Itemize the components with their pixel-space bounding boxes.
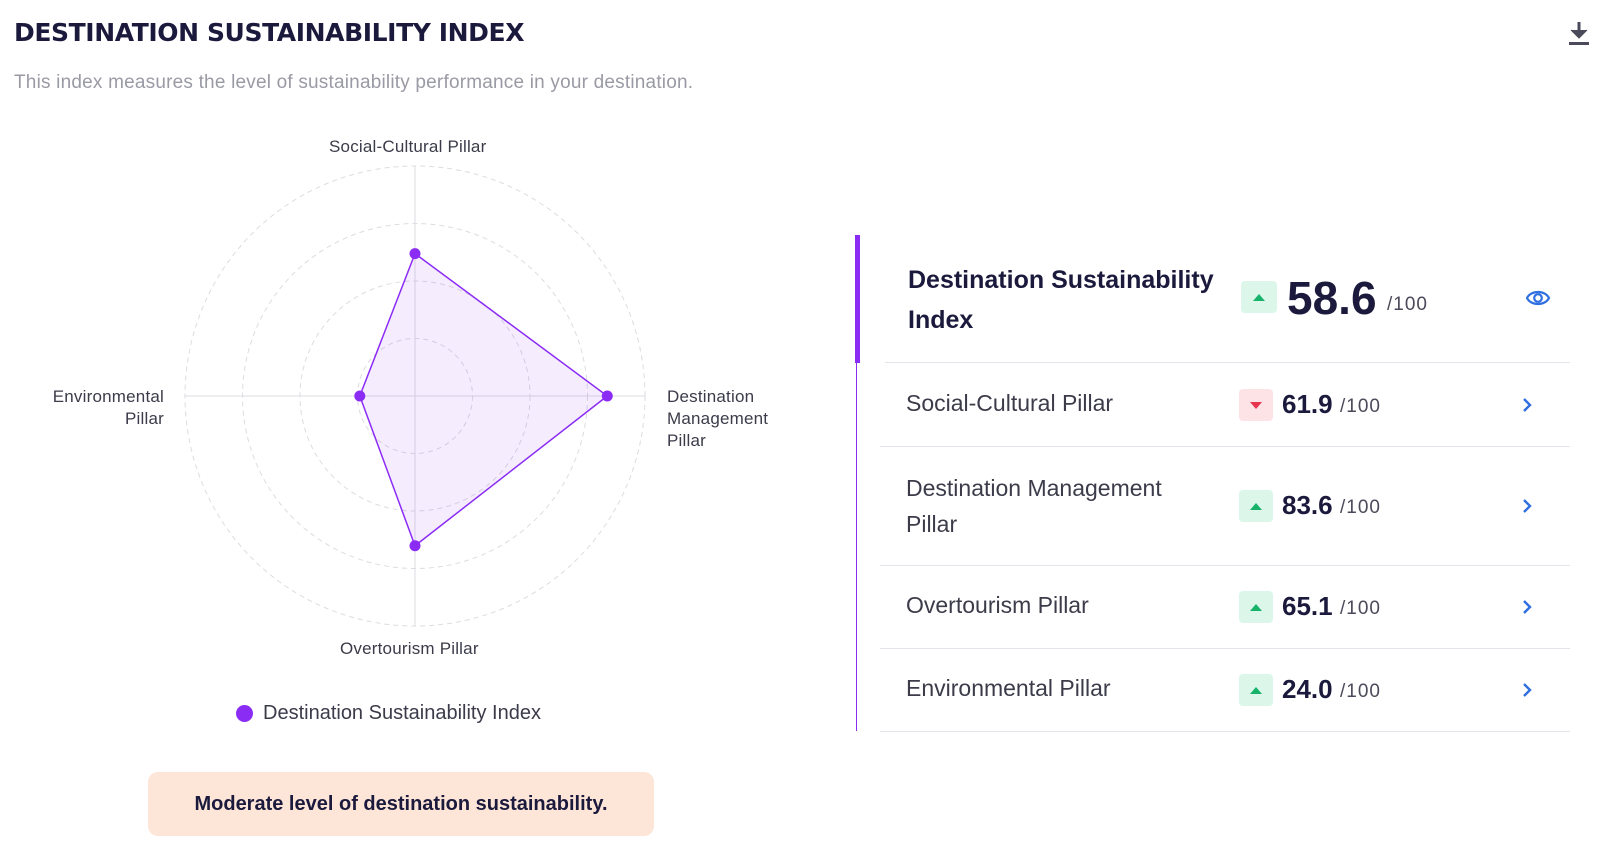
index-summary-row: Destination Sustainability Index 58.6 /1… xyxy=(885,235,1570,363)
eye-icon xyxy=(1525,290,1551,306)
page-title: DESTINATION SUSTAINABILITY INDEX xyxy=(14,18,525,47)
pillar-row-environmental[interactable]: Environmental Pillar 24.0 /100 xyxy=(880,649,1570,732)
selected-indicator xyxy=(855,235,860,363)
pillar-score: 61.9 xyxy=(1282,389,1333,419)
legend-swatch xyxy=(236,705,253,722)
trend-up-icon xyxy=(1250,502,1262,510)
radar-axes xyxy=(185,166,645,626)
pillar-label: Environmental Pillar xyxy=(906,675,1111,701)
radar-data-point[interactable] xyxy=(354,390,366,402)
index-score: 58.6 xyxy=(1287,272,1377,324)
axis-label-line: Pillar xyxy=(125,409,164,428)
axis-label-line: Pillar xyxy=(667,431,706,450)
axis-label-line: Destination xyxy=(667,387,755,406)
pillar-label: Overtourism Pillar xyxy=(906,592,1089,618)
trend-badge-up xyxy=(1239,490,1273,522)
chevron-right-icon xyxy=(1523,398,1532,412)
trend-badge-up xyxy=(1241,281,1277,313)
download-icon xyxy=(1569,22,1589,45)
pillar-row-social-cultural[interactable]: Social-Cultural Pillar 61.9 /100 xyxy=(880,364,1570,447)
pillar-out-of: /100 xyxy=(1340,598,1381,619)
trend-badge-down xyxy=(1239,389,1273,421)
pillar-row-destination-management[interactable]: Destination Management Pillar 83.6 /100 xyxy=(880,447,1570,566)
radar-points xyxy=(354,248,613,552)
pillar-out-of: /100 xyxy=(1340,681,1381,702)
radar-series-area xyxy=(358,252,609,547)
axis-label-environmental: Environmental Pillar xyxy=(44,386,164,430)
pillar-label: Social-Cultural Pillar xyxy=(906,390,1114,416)
pillar-out-of: /100 xyxy=(1340,497,1381,518)
trend-down-icon xyxy=(1250,401,1262,409)
pillar-row-overtourism[interactable]: Overtourism Pillar 65.1 /100 xyxy=(880,566,1570,649)
trend-badge-up xyxy=(1239,591,1273,623)
trend-up-icon xyxy=(1250,686,1262,694)
pillar-score: 24.0 xyxy=(1282,674,1333,704)
axis-label-social-cultural: Social-Cultural Pillar xyxy=(329,137,487,156)
sustainability-level-banner: Moderate level of destination sustainabi… xyxy=(148,772,654,836)
radar-data-point[interactable] xyxy=(409,248,421,260)
radar-data-point[interactable] xyxy=(601,390,613,402)
axis-label-line: Management xyxy=(667,409,769,428)
index-summary-label: Destination Sustainability Index xyxy=(908,266,1214,334)
chevron-right-icon xyxy=(1523,683,1532,697)
download-button[interactable] xyxy=(1566,20,1592,48)
trend-up-icon xyxy=(1250,603,1262,611)
legend-label: Destination Sustainability Index xyxy=(263,702,541,724)
radar-chart xyxy=(184,165,646,627)
chevron-right-icon xyxy=(1523,499,1532,513)
pillar-score: 83.6 xyxy=(1282,490,1333,520)
axis-label-line: Environmental xyxy=(52,387,164,406)
pillar-score: 65.1 xyxy=(1282,591,1333,621)
chart-legend[interactable]: Destination Sustainability Index xyxy=(236,702,541,725)
axis-label-destination-management: Destination Management Pillar xyxy=(667,386,768,452)
pillar-label: Destination Management Pillar xyxy=(906,475,1162,537)
panel-divider xyxy=(856,235,857,731)
trend-up-icon xyxy=(1253,293,1265,301)
page-subtitle: This index measures the level of sustain… xyxy=(14,72,694,93)
index-out-of: /100 xyxy=(1387,294,1428,315)
chevron-right-icon xyxy=(1523,600,1532,614)
view-button[interactable] xyxy=(1525,285,1551,311)
trend-badge-up xyxy=(1239,674,1273,706)
pillar-out-of: /100 xyxy=(1340,396,1381,417)
axis-label-overtourism: Overtourism Pillar xyxy=(340,639,479,658)
radar-data-point[interactable] xyxy=(409,540,421,552)
